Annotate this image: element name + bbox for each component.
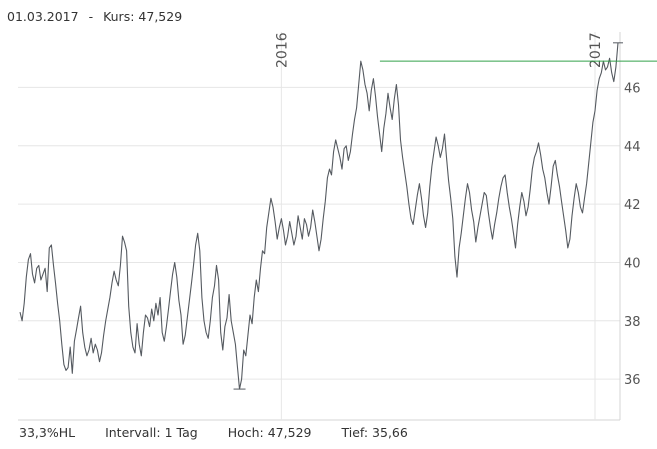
low-label: Tief: [341, 425, 369, 440]
low-info: Tief: 35,66 [341, 425, 407, 440]
high-info: Hoch: 47,529 [228, 425, 316, 440]
year-label-2017: 2017 [588, 32, 604, 68]
price-line [19, 42, 619, 390]
y-tick-label-40: 40 [624, 256, 641, 271]
header-kurs-value: 47,529 [138, 9, 183, 24]
chart-header: 01.03.2017 - Kurs: 47,529 [7, 9, 182, 24]
y-axis-ticks: 36 38 40 42 44 46 [624, 81, 641, 388]
year-markers: 2016 2017 [274, 32, 604, 420]
header-date: 01.03.2017 [7, 9, 79, 24]
interval-label: Intervall: [105, 425, 161, 440]
interval-value: 1 Tag [164, 425, 198, 440]
y-tick-label-44: 44 [624, 140, 641, 155]
header-separator: - [88, 9, 94, 24]
high-label: Hoch: [227, 425, 264, 440]
range-label: 33,3%HL [19, 425, 76, 440]
y-tick-label-42: 42 [624, 198, 641, 213]
y-tick-label-46: 46 [624, 81, 641, 96]
low-value: 35,66 [372, 425, 408, 440]
y-tick-label-38: 38 [624, 315, 641, 330]
high-value: 47,529 [267, 425, 312, 440]
price-series [19, 42, 623, 390]
interval-info: Intervall: 1 Tag [105, 425, 202, 440]
year-label-2016: 2016 [274, 32, 290, 68]
plot-frame [18, 32, 621, 421]
chart-footer: 33,3%HL Intervall: 1 Tag Hoch: 47,529 Ti… [19, 425, 434, 440]
y-tick-label-36: 36 [624, 373, 641, 388]
grid [18, 86, 620, 380]
header-kurs-label: Kurs: [103, 9, 135, 24]
